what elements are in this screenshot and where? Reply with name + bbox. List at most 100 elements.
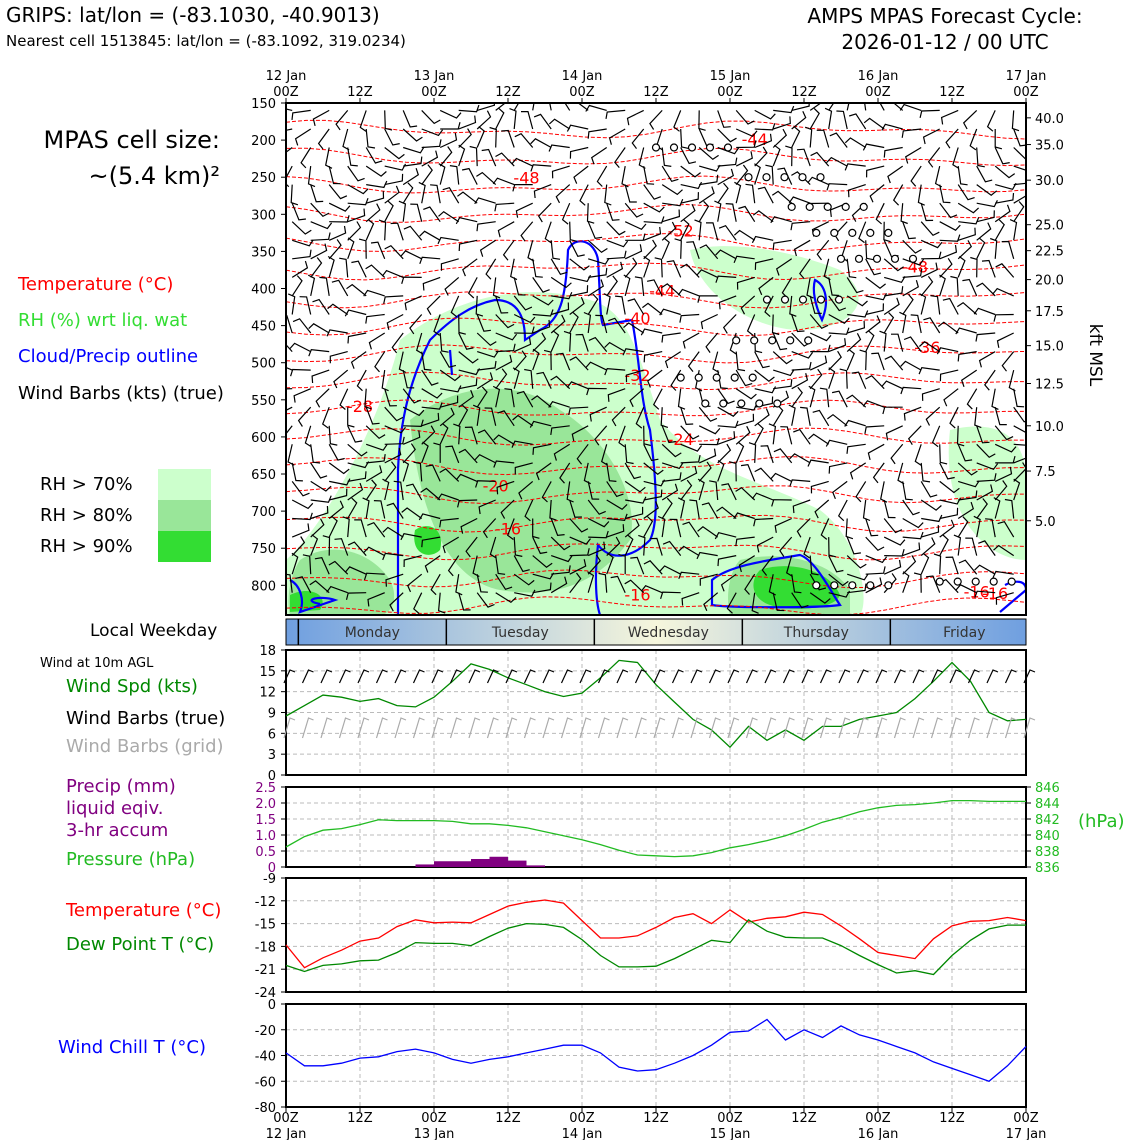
wind-barb-557 [957, 351, 977, 362]
wind-barb-grid-18 [616, 717, 629, 739]
calm-circle-11 [805, 202, 814, 211]
wind-barb-285 [378, 219, 387, 241]
wind-barb-300 [661, 221, 677, 241]
isotherm-1 [286, 147, 1026, 167]
wind-barb-69 [824, 107, 833, 130]
calm-circle-54 [1007, 577, 1016, 586]
wind-barb-125 [384, 163, 407, 171]
wind-barb-grid-30 [838, 717, 851, 739]
wind-barb-544 [735, 351, 746, 372]
wind-barb-545 [754, 351, 770, 369]
wind-barb-525 [374, 351, 386, 373]
wind-barb-6 [402, 110, 418, 128]
wind-barb-345 [733, 255, 755, 264]
wind-barb-798 [995, 455, 1016, 464]
wind-barb-52 [509, 108, 517, 130]
wind-barb-275 [939, 221, 961, 231]
isotherm-12 [286, 456, 1026, 476]
wind-barb-324 [358, 238, 367, 259]
wind-barb-912 [883, 518, 903, 534]
wind-barb-998 [978, 540, 996, 556]
wind-barb-318 [994, 219, 1005, 241]
calm-circle-30 [732, 336, 741, 345]
wind-barb-650 [476, 386, 488, 408]
wind-barb-145 [754, 146, 768, 167]
wind-barb-880 [292, 512, 313, 521]
wind-barb-225 [745, 183, 756, 204]
wind-barb-651 [492, 385, 501, 408]
wind-barb-150 [826, 156, 848, 167]
calm-circle-3 [705, 143, 715, 152]
wind-barb-639 [1013, 388, 1025, 408]
wind-barb-930 [465, 536, 478, 558]
wind-barb-968 [424, 555, 441, 573]
wind-barb-1021 [659, 565, 681, 575]
wind-barb-607 [421, 388, 443, 399]
wind-barb-372 [513, 277, 526, 296]
wind-barb-1025 [744, 573, 756, 595]
wind-barb-305 [733, 229, 756, 241]
wind-barb-311 [865, 240, 874, 261]
calm-circle-43 [755, 399, 764, 408]
wind-barb-490 [476, 332, 497, 347]
wind-barb-138 [621, 165, 629, 188]
calm-circle-13 [841, 202, 850, 211]
wind-barb-939 [643, 516, 654, 538]
wind-barb-1005 [363, 572, 385, 581]
wind-barb-1064 [726, 592, 737, 614]
wind-barb-828 [789, 479, 811, 487]
wind-barb-57 [587, 128, 607, 139]
calm-circle-31 [750, 336, 759, 345]
wind-barb-846 [393, 480, 404, 501]
wind-barb-923 [342, 516, 350, 538]
wind-barb-501 [661, 332, 681, 343]
wind-barb-363 [339, 257, 349, 278]
wind-barb-793 [897, 462, 905, 485]
wind-barb-212 [494, 202, 515, 212]
wind-barb-565 [381, 370, 389, 392]
wind-barb-1032 [883, 559, 902, 575]
wind-barb-263 [714, 200, 722, 222]
precip-bar-3 [489, 856, 508, 867]
wind-barb-673 [882, 406, 903, 415]
wind-barb-grid-33 [893, 717, 906, 739]
wind-barb-780 [662, 462, 684, 470]
wind-barb-84 [365, 147, 383, 164]
right-tick-label-8: 12.5 [1035, 377, 1064, 392]
wind-barb-154 [910, 165, 922, 187]
wind-barb-924 [354, 519, 367, 538]
pressure-tick-label-840: 840 [1035, 829, 1060, 844]
wind-barb-222 [698, 186, 715, 204]
wind-barb-155 [934, 165, 943, 188]
wind-barb-true-19 [634, 669, 647, 684]
wind-barb-430 [846, 295, 868, 307]
wind-barb-58 [608, 128, 626, 145]
wind-barb-853 [524, 499, 534, 522]
dew-label: Dew Point T (°C) [66, 934, 215, 955]
isotherm-15 [286, 543, 1026, 561]
wind-barb-452 [513, 313, 536, 324]
calm-circle-45 [812, 581, 821, 590]
right-tick-label-1: 35.0 [1035, 139, 1064, 154]
wind-barb-346 [754, 258, 774, 270]
wind-barb-684 [365, 425, 386, 440]
calm-circle-40 [701, 399, 710, 408]
wind-barb-291 [479, 239, 497, 257]
wind-barb-455 [569, 296, 585, 315]
wind-barb-573 [532, 348, 540, 371]
wind-barb-509 [828, 327, 850, 335]
wind-barb-350 [846, 258, 857, 279]
wind-barb-1011 [495, 573, 513, 591]
wind-barb-956 [957, 516, 969, 538]
wind-barb-417 [606, 275, 618, 297]
wind-barb-894 [550, 518, 565, 536]
wind-barb-91 [489, 126, 497, 148]
cell-size-line2: ~(5.4 km)² [88, 162, 220, 190]
calm-circle-12 [823, 202, 832, 211]
wind-barb-946 [756, 536, 774, 553]
precip-bar-0 [415, 864, 434, 867]
wind-barb-28 [809, 103, 822, 111]
wind-barb-grid-2 [320, 717, 333, 739]
wind-barb-1033 [902, 555, 917, 575]
